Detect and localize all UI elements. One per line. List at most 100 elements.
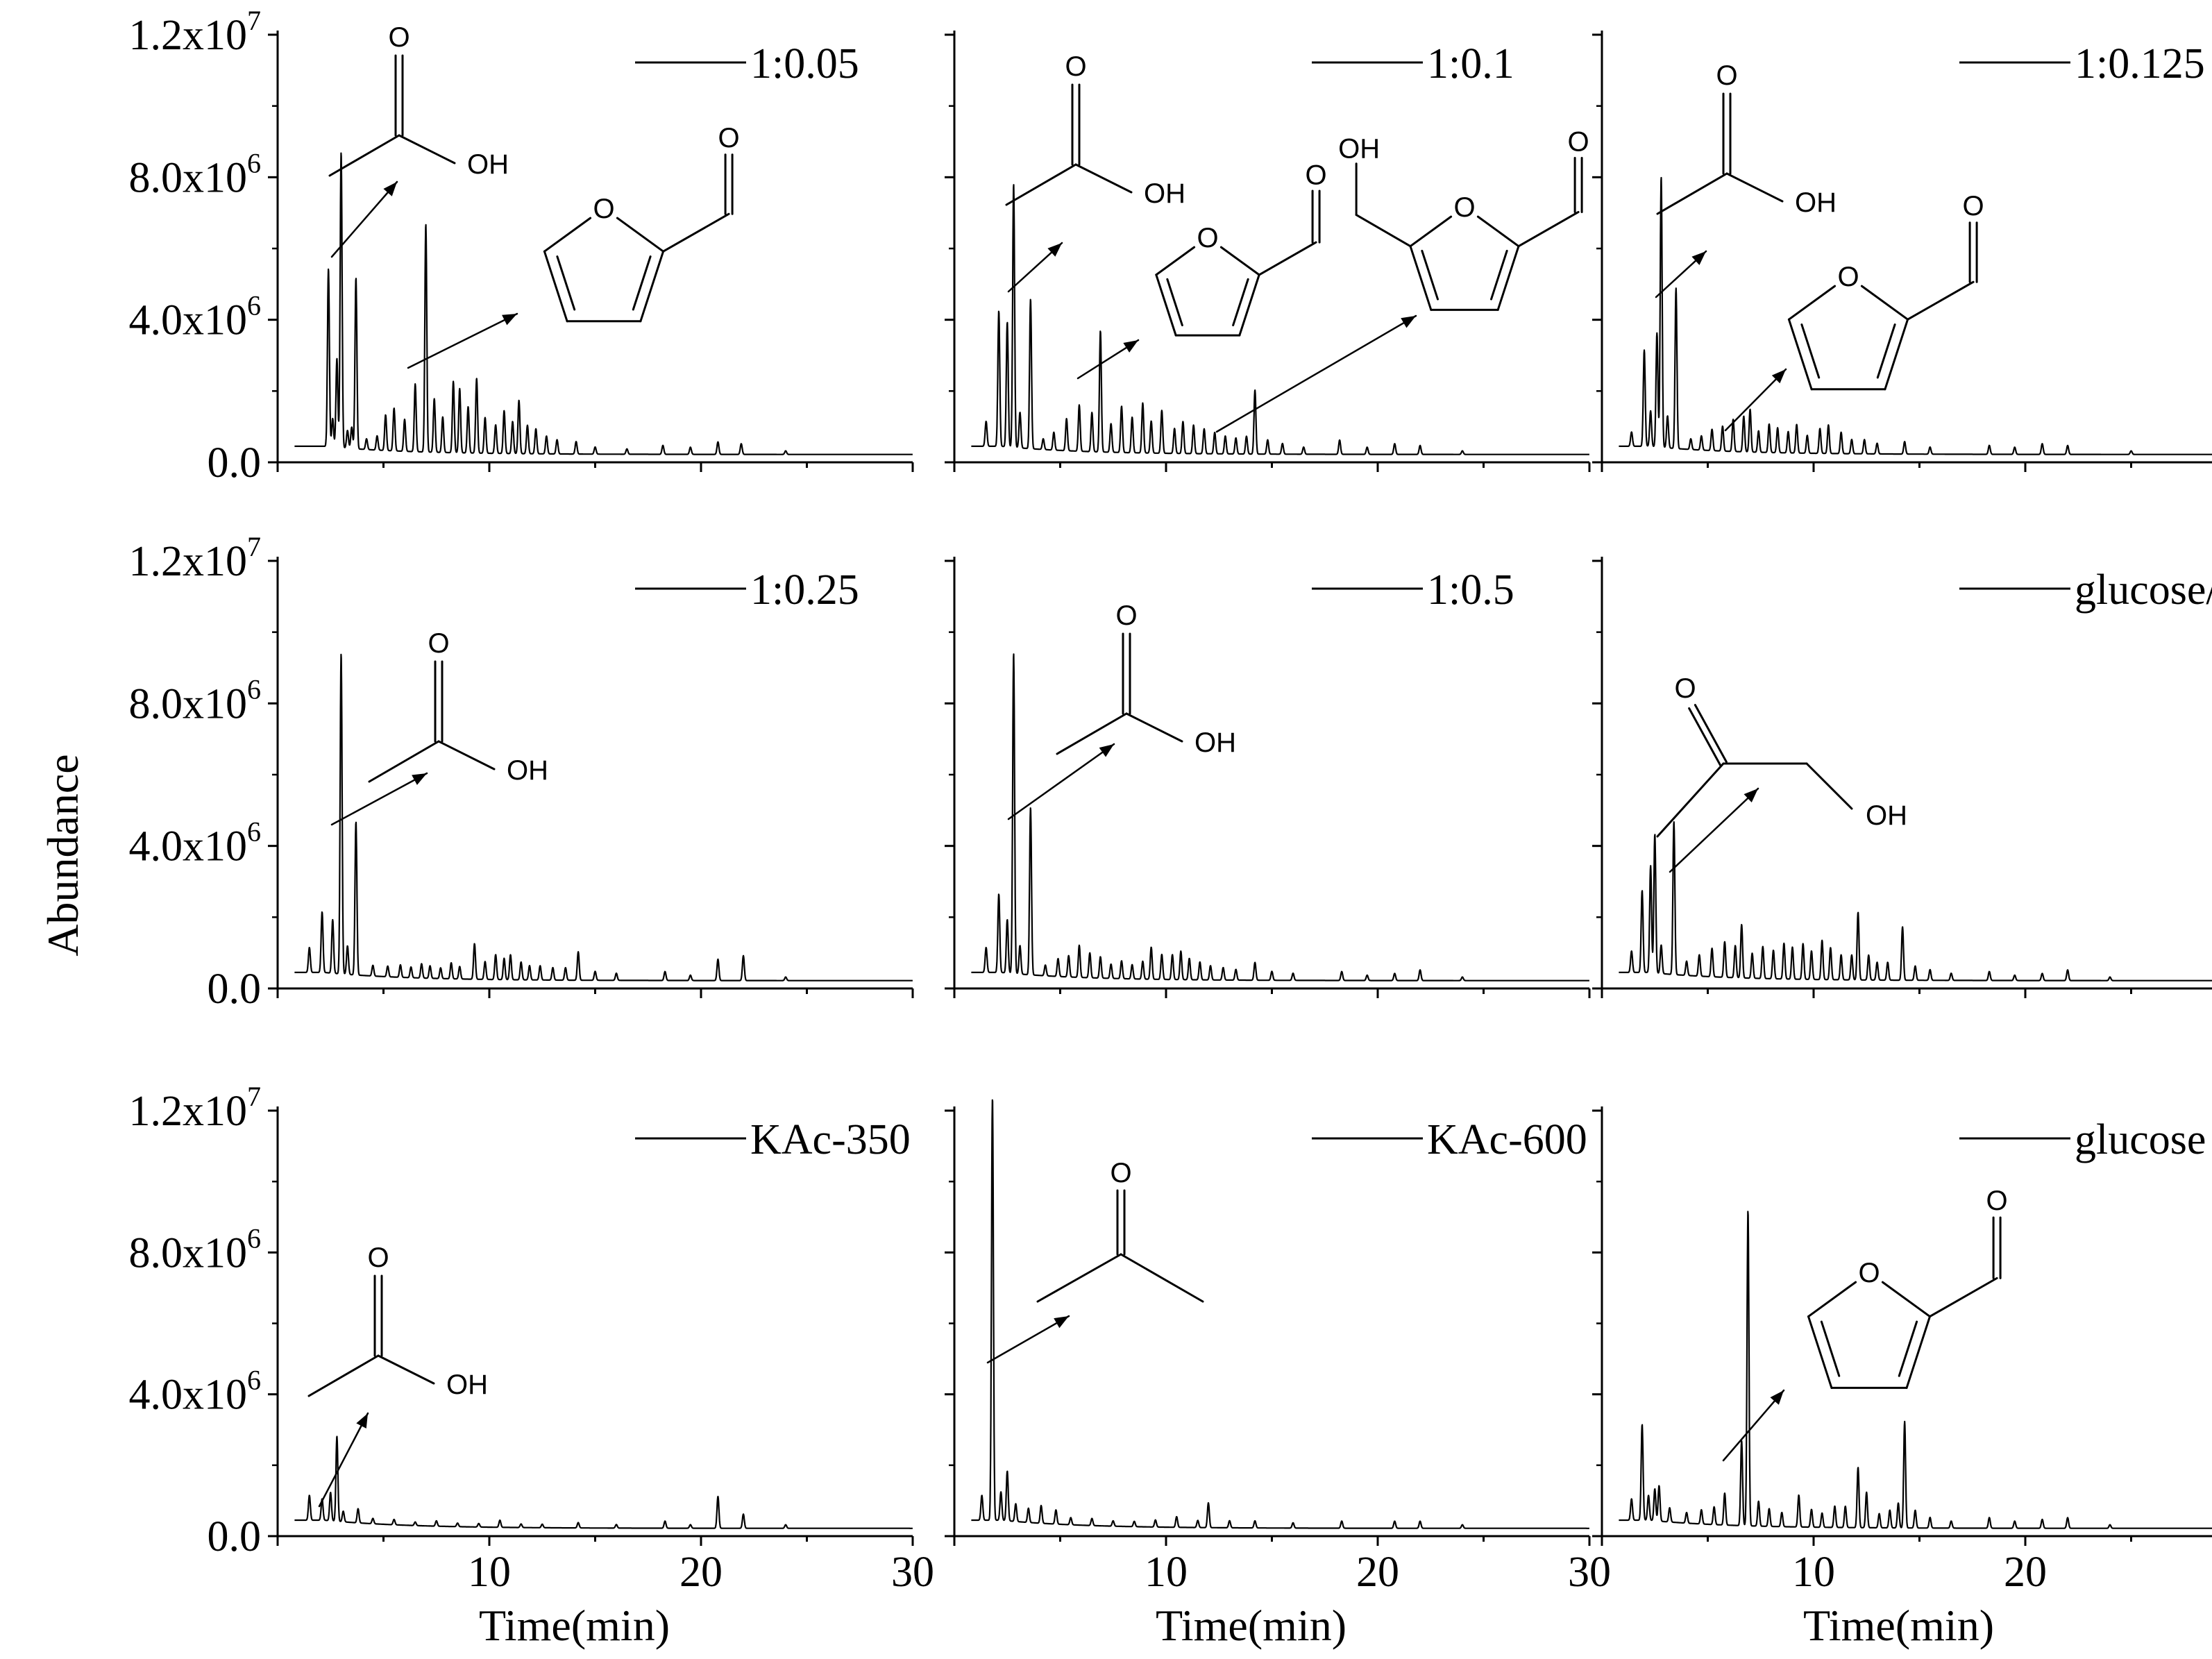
legend-label: glucose (2075, 1116, 2206, 1163)
atom-label: OH (1144, 178, 1185, 209)
legend: glucose (1959, 1116, 2206, 1163)
arrow-head (1047, 243, 1062, 257)
y-tick-exponent: 6 (247, 147, 261, 178)
structure-bond (1490, 249, 1508, 301)
atom-label: OH (1194, 727, 1236, 758)
y-tick-mantissa: 1.2x10 (129, 538, 248, 585)
atom-label: O (1115, 600, 1137, 631)
peak-arrow (318, 1412, 369, 1508)
structure-bond (1905, 1315, 1931, 1389)
y-tick-label: 1.2x107 (129, 1081, 262, 1135)
structure-bond (1876, 323, 1896, 379)
structure-bond (1421, 249, 1439, 301)
atom-label: O (388, 22, 410, 53)
structure-bond (639, 250, 665, 323)
series-line (294, 152, 913, 455)
arrow-head (1099, 744, 1114, 757)
y-tick-exponent: 6 (247, 673, 261, 705)
atom-label: O (428, 628, 449, 659)
y-tick-mantissa: 1.2x10 (129, 12, 248, 59)
structure-bond (377, 1354, 435, 1385)
panel-3: 1:0.125 O OH O O (1592, 31, 2212, 472)
structure-bond (1805, 762, 1853, 810)
y-tick-mantissa: 0.0 (208, 1513, 262, 1560)
legend: 1:0.125 (1959, 40, 2205, 87)
x-axis-title: Time(min) (479, 1601, 670, 1650)
structure-bond (1787, 318, 1813, 391)
atom-label: O (1568, 127, 1589, 158)
structure-bond (1166, 278, 1183, 327)
peak-marks (309, 659, 786, 977)
legend: glucose/K₂CO₃ 1:0.25 (1959, 566, 2212, 614)
peak-marks (1631, 183, 2131, 451)
structure-bond (1787, 285, 1837, 321)
structure-bond (543, 217, 592, 253)
y-tick-label: 0.0 (208, 439, 262, 487)
arrow-head (412, 773, 427, 785)
structure-annotation: OO (1722, 1186, 2008, 1462)
structure-bond (662, 212, 730, 253)
atom-label: OH (467, 149, 509, 180)
peak-marks (981, 1102, 1463, 1525)
axes (268, 1106, 914, 1546)
arrow-head (1691, 251, 1706, 265)
y-tick-exponent: 6 (247, 290, 261, 321)
y-tick-mantissa: 8.0x10 (129, 680, 248, 727)
y-tick-mantissa: 1.2x10 (129, 1088, 248, 1135)
structure-bond (1409, 215, 1453, 248)
peak-arrow (1724, 368, 1787, 432)
structure-bond (1928, 1277, 1998, 1318)
atom-label: O (1986, 1186, 2008, 1216)
peak-arrow (1722, 1389, 1785, 1462)
axes (1592, 1106, 2212, 1546)
series-line (294, 1435, 913, 1529)
series-line (294, 653, 913, 982)
y-tick-label: 4.0x106 (129, 1365, 262, 1419)
series-line (1618, 820, 2212, 982)
structure-bond (1694, 704, 1728, 764)
atom-label: O (1716, 60, 1737, 91)
y-tick-label: 1.2x107 (129, 5, 262, 59)
peak-arrow (407, 312, 518, 369)
atom-label: O (1197, 223, 1218, 253)
atom-label: O (1110, 1158, 1131, 1188)
arrow-head (1771, 369, 1786, 384)
arrow-head (1744, 789, 1758, 802)
structure-bond (1476, 215, 1520, 248)
x-tick-label: 20 (679, 1549, 723, 1596)
structure-bond (1258, 241, 1317, 276)
axes (1592, 31, 2212, 472)
legend-label: KAc-600 (1427, 1116, 1587, 1163)
structure-bond (1898, 1320, 1918, 1377)
legend: 1:0.25 (635, 566, 859, 614)
arrow-head (356, 1413, 368, 1429)
peak-arrow (1007, 743, 1115, 820)
legend: 1:0.05 (635, 40, 859, 87)
structure-bond (398, 134, 456, 165)
legend-label: 1:0.05 (750, 40, 859, 87)
atom-label: OH (507, 755, 548, 786)
legend-label: 1:0.25 (750, 566, 859, 614)
peak-marks (986, 659, 1462, 977)
structure-bond (1800, 323, 1821, 379)
y-tick-label: 8.0x106 (129, 673, 262, 727)
panel-8: 10 20 30 Time(min) KAc-600 O (945, 1099, 1611, 1650)
y-tick-label: 0.0 (208, 1513, 262, 1560)
structure-bond (1074, 163, 1133, 194)
y-tick-mantissa: 8.0x10 (129, 154, 248, 201)
atom-label: O (1674, 673, 1696, 704)
structure-bond (616, 217, 665, 253)
y-tick-label: 8.0x106 (129, 1222, 262, 1277)
structure-bond (1656, 172, 1728, 215)
structure-bond (1155, 273, 1177, 337)
x-tick-label: 20 (1356, 1549, 1399, 1596)
legend-label: 1:0.125 (2075, 40, 2205, 87)
y-tick-mantissa: 4.0x10 (129, 823, 248, 870)
x-tick-label: 10 (1792, 1549, 1835, 1596)
series-line (970, 653, 1590, 982)
panel-5: 1:0.5 O OH (945, 557, 1591, 998)
structure-bond (1656, 762, 1725, 838)
